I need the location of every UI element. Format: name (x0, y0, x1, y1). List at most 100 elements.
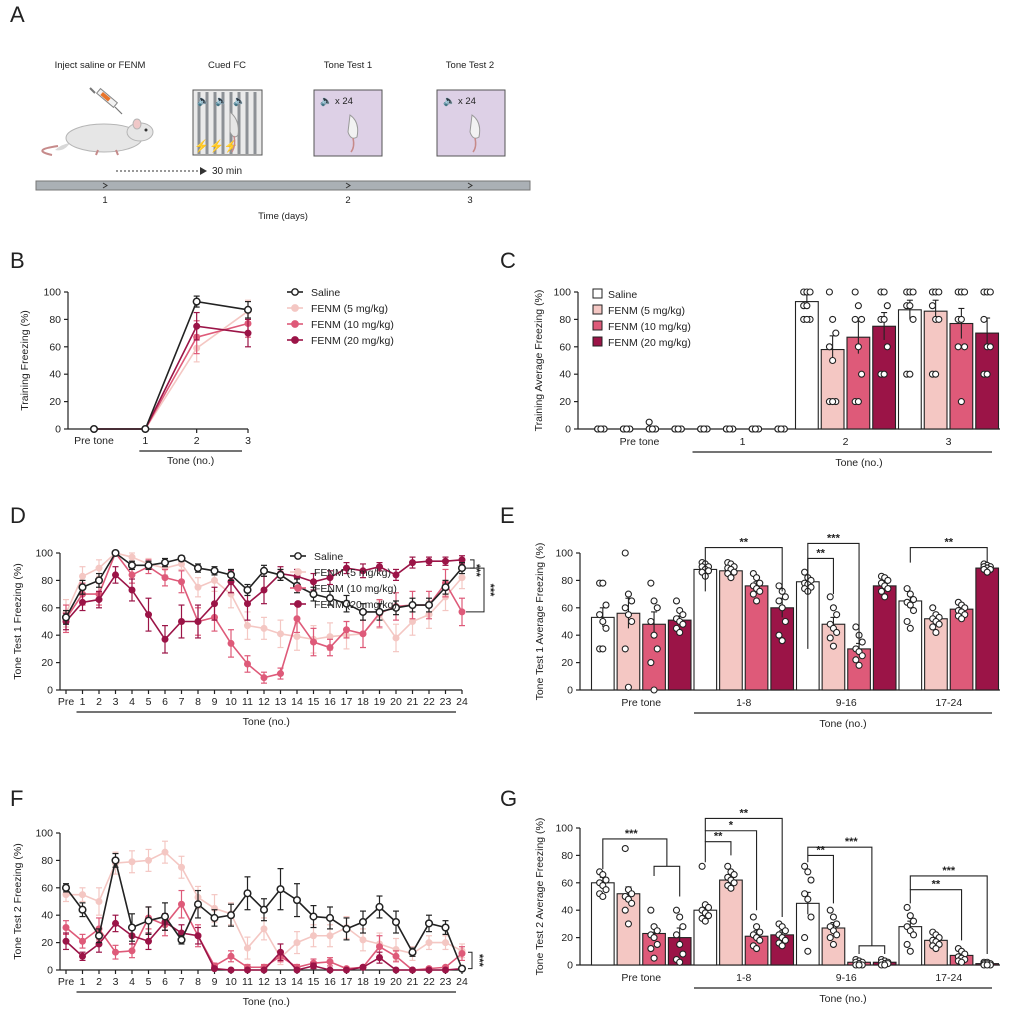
comparison-bracket (909, 889, 963, 941)
data-point (803, 302, 811, 310)
data-point (599, 645, 607, 653)
x-axis-label: Tone (no.) (835, 457, 882, 469)
legend-label: FENM (10 mg/kg) (314, 583, 397, 595)
data-point (326, 644, 334, 652)
x-tick-label: 1-8 (736, 697, 751, 709)
data-point (807, 913, 815, 921)
legend-marker (291, 288, 299, 296)
data-point (832, 329, 840, 337)
legend-label: FENM (5 mg/kg) (608, 305, 685, 317)
significance-mark: *** (942, 865, 956, 877)
significance-mark: *** (845, 836, 859, 848)
legend-marker (294, 568, 302, 576)
significance-mark: ** (932, 879, 941, 891)
data-point (458, 574, 466, 582)
data-point (128, 586, 136, 594)
data-point (359, 567, 367, 575)
series-line-0 (94, 300, 249, 430)
data-point (392, 966, 400, 974)
data-point (826, 906, 834, 914)
legend-label: FENM (5 mg/kg) (311, 303, 388, 315)
data-point (260, 586, 268, 594)
data-point (94, 931, 104, 940)
data-point (884, 585, 892, 593)
x-tick-label: 20 (390, 696, 402, 708)
data-point (89, 424, 99, 434)
data-point (653, 604, 661, 612)
data-point (79, 598, 86, 606)
significance-bracket (466, 567, 485, 613)
timeline-bar (35, 180, 531, 191)
data-point (243, 585, 252, 595)
data-point (260, 624, 268, 632)
data-point (645, 418, 653, 426)
data-point (111, 548, 120, 558)
x-tick-label: 2 (194, 435, 200, 447)
data-point (804, 895, 812, 903)
x-tick-label: 17-24 (935, 697, 962, 709)
data-point (621, 549, 629, 557)
legend-marker (291, 336, 299, 344)
legend-label: FENM (20 mg/kg) (311, 335, 394, 347)
x-tick-label: Pre tone (621, 972, 661, 984)
x-tick-label: 12 (258, 696, 270, 708)
data-point (178, 578, 185, 586)
data-point (726, 425, 734, 433)
data-point (903, 903, 911, 912)
data-point (958, 958, 966, 966)
data-point (145, 611, 152, 619)
x-tick-label: 2 (96, 696, 102, 708)
panel-c-legend: Saline FENM (5 mg/kg) FENM (10 mg/kg) FENM … (592, 288, 691, 349)
significance-mark: *** (473, 954, 485, 968)
significance-mark: *** (625, 828, 639, 840)
x-tick-label: 15 (308, 976, 320, 988)
comparison-bracket (704, 830, 758, 911)
y-tick-label: 0 (567, 685, 573, 697)
data-point (624, 611, 632, 619)
data-point (961, 288, 969, 296)
data-point (192, 297, 201, 306)
data-point (602, 886, 610, 894)
data-point (724, 862, 732, 870)
x-axis-label: Tone (no.) (243, 716, 290, 728)
y-tick-label: 20 (561, 657, 573, 669)
x-axis-label: Tone (no.) (243, 996, 290, 1008)
data-point (906, 590, 914, 598)
data-point (79, 937, 86, 945)
x-tick-label: 2 (96, 976, 102, 988)
data-point (854, 398, 862, 406)
data-point (756, 587, 764, 595)
y-axis-label: Tone Test 2 Average Freezing (%) (534, 818, 546, 976)
data-point (244, 966, 251, 974)
data-point (650, 934, 658, 942)
y-tick-label: 100 (43, 287, 61, 299)
data-point (293, 633, 301, 641)
data-point (78, 905, 87, 914)
data-point (409, 559, 416, 567)
x-tick-label: 19 (374, 976, 386, 988)
data-point (409, 618, 416, 625)
data-point (648, 425, 656, 433)
comparison-bracket (909, 546, 988, 563)
data-point (391, 918, 401, 927)
data-point (778, 637, 786, 645)
x-tick-label: 18 (357, 696, 369, 708)
data-point (160, 912, 170, 921)
data-point (983, 961, 991, 969)
data-point (359, 963, 367, 971)
legend-swatch (592, 288, 603, 299)
data-point (851, 288, 859, 296)
data-point (880, 315, 888, 323)
y-axis-label: Tone Test 1 Freezing (%) (12, 563, 24, 680)
data-point (701, 917, 709, 925)
data-point (826, 934, 834, 942)
data-point (700, 425, 708, 433)
data-point (112, 948, 119, 956)
data-point (756, 579, 764, 587)
data-point (596, 611, 604, 619)
significance-mark: ** (714, 831, 723, 843)
step-cued-fc-label: Cued FC (208, 60, 246, 71)
data-point (704, 912, 713, 920)
data-point (62, 937, 70, 945)
data-point (906, 947, 914, 955)
